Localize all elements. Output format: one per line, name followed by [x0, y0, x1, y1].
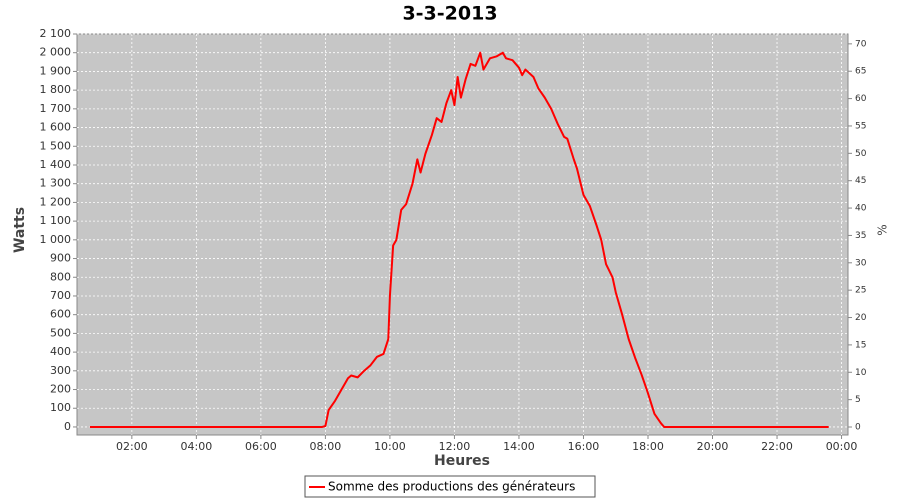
y2-tick-label: 50 — [855, 149, 867, 159]
legend-label: Somme des productions des générateurs — [328, 480, 575, 494]
y-tick-label: 1 900 — [40, 64, 72, 77]
y-tick-label: 2 100 — [40, 27, 72, 40]
y2-tick-label: 25 — [855, 286, 866, 296]
y-tick-label: 300 — [50, 364, 71, 377]
chart-title: 3-3-2013 — [402, 3, 497, 25]
x-tick-label: 20:00 — [697, 440, 729, 453]
x-tick-label: 02:00 — [116, 440, 148, 453]
y-tick-label: 500 — [50, 326, 71, 339]
y2-axis-label: % — [876, 224, 890, 235]
y2-tick-label: 60 — [855, 94, 867, 104]
x-tick-label: 18:00 — [632, 440, 664, 453]
x-axis-label: Heures — [434, 453, 490, 469]
y2-tick-label: 70 — [855, 39, 867, 49]
legend-box — [304, 475, 596, 498]
y2-tick-label: 5 — [855, 395, 861, 405]
y-tick-label: 1 400 — [40, 158, 72, 171]
y-tick-label: 200 — [50, 383, 71, 396]
y2-tick-label: 0 — [855, 423, 861, 433]
y-tick-label: 2 000 — [40, 46, 72, 59]
y2-tick-label: 20 — [855, 313, 867, 323]
x-tick-label: 14:00 — [503, 440, 535, 453]
y-tick-label: 1 300 — [40, 177, 72, 190]
x-tick-label: 12:00 — [439, 440, 471, 453]
y-tick-label: 1 100 — [40, 214, 72, 227]
y-tick-label: 0 — [64, 420, 71, 433]
y2-tick-label: 55 — [855, 121, 866, 131]
y-tick-label: 100 — [50, 401, 71, 414]
y-tick-label: 900 — [50, 252, 71, 265]
y-tick-label: 800 — [50, 270, 71, 283]
x-tick-label: 16:00 — [568, 440, 600, 453]
x-tick-label: 00:00 — [826, 440, 858, 453]
x-tick-label: 06:00 — [245, 440, 277, 453]
y-tick-label: 1 000 — [40, 233, 72, 246]
y2-tick-label: 40 — [855, 204, 867, 214]
y-tick-label: 600 — [50, 308, 71, 321]
y-axis-label: Watts — [12, 207, 28, 253]
y-tick-label: 1 500 — [40, 139, 72, 152]
x-tick-label: 10:00 — [374, 440, 406, 453]
y2-tick-label: 65 — [855, 67, 866, 77]
x-tick-label: 08:00 — [310, 440, 342, 453]
data-line — [89, 51, 829, 428]
x-tick-label: 22:00 — [761, 440, 793, 453]
y-tick-label: 1 700 — [40, 102, 72, 115]
y-tick-label: 1 200 — [40, 195, 72, 208]
y2-tick-label: 30 — [855, 258, 867, 268]
y2-tick-label: 15 — [855, 340, 866, 350]
y2-tick-label: 35 — [855, 231, 866, 241]
y-tick-label: 1 800 — [40, 83, 72, 96]
y2-tick-label: 10 — [855, 368, 867, 378]
plot-area — [76, 33, 849, 436]
y-tick-label: 1 600 — [40, 121, 72, 134]
y-tick-label: 700 — [50, 289, 71, 302]
x-tick-label: 04:00 — [181, 440, 213, 453]
y-tick-label: 400 — [50, 345, 71, 358]
y2-tick-label: 45 — [855, 176, 866, 186]
